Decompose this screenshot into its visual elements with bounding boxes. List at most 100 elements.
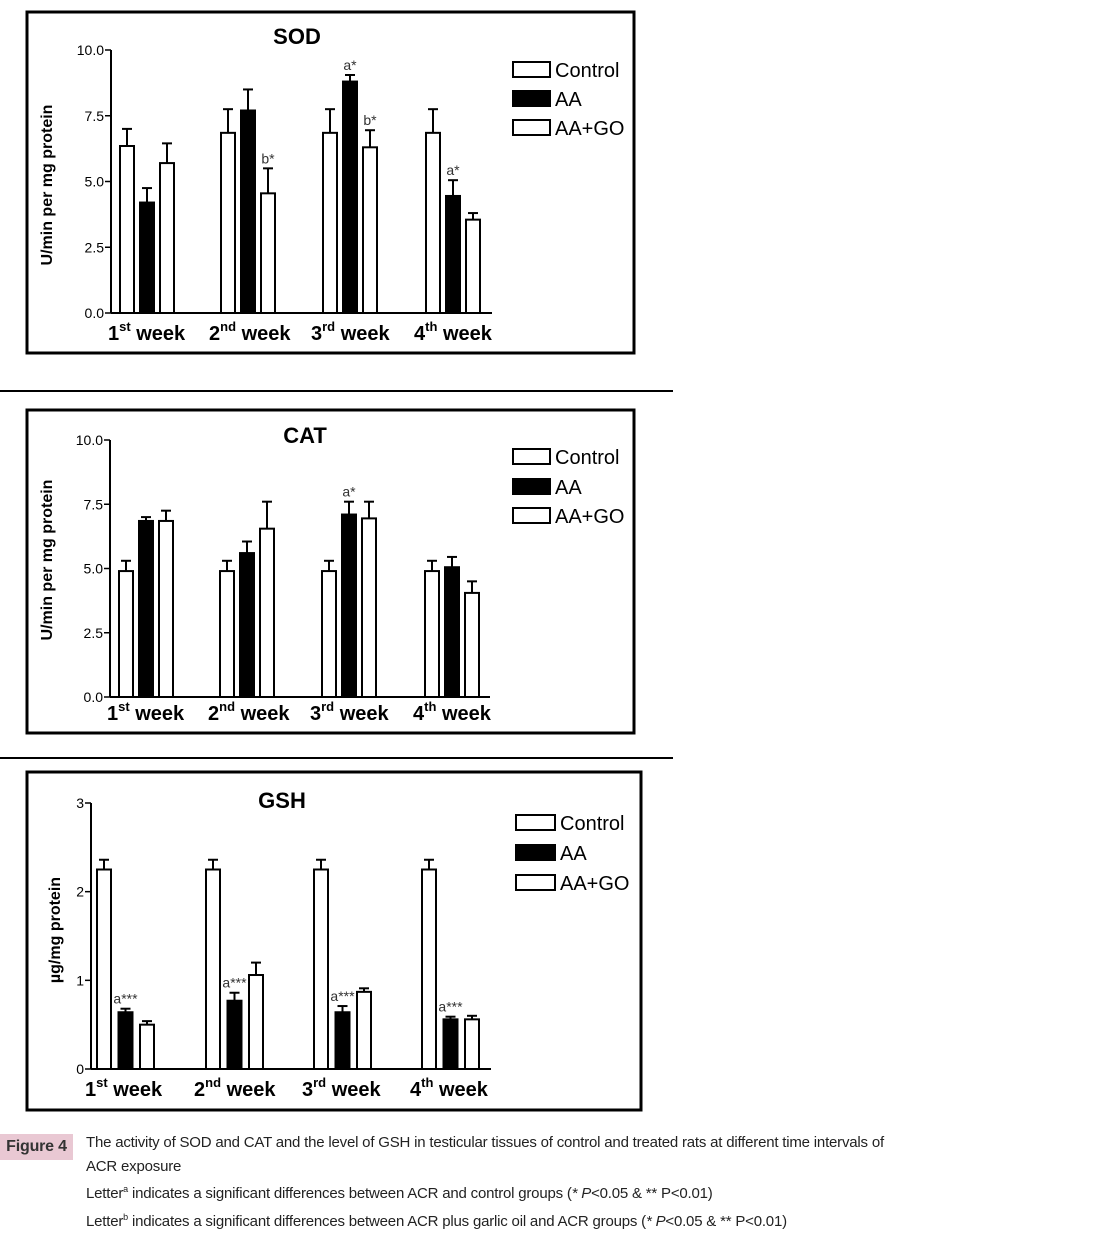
bar-control: [97, 870, 111, 1070]
bar-aa-go: [160, 163, 174, 313]
bar-aa: [336, 1012, 350, 1069]
y-tick-label: 0.0: [84, 689, 104, 705]
significance-label: a*: [342, 484, 356, 500]
legend-label: AA+GO: [560, 873, 629, 895]
legend-swatch: [513, 479, 550, 494]
legend-swatch: [513, 120, 550, 135]
y-tick-label: 5.0: [84, 561, 104, 577]
bar-control: [119, 571, 133, 697]
bar-aa: [119, 1012, 133, 1069]
legend-label: Control: [555, 60, 619, 82]
y-axis-label: U/min per mg protein: [39, 480, 56, 641]
bar-aa: [241, 110, 255, 313]
significance-label: a*: [343, 57, 357, 73]
bar-aa: [228, 1001, 242, 1069]
bar-aa-go: [261, 193, 275, 313]
bar-aa: [342, 515, 356, 697]
chart-panel-sod: SOD U/min per mg protein 0.0 2.5 5.0 7.5 10.0 a…: [27, 12, 634, 353]
x-tick-label: 1st week: [108, 319, 186, 345]
panel-separator: [0, 390, 673, 392]
y-tick-label: 2.5: [85, 239, 105, 255]
x-tick-label: 4th week: [410, 1075, 489, 1101]
bar-aa-go: [466, 220, 480, 313]
legend-label: AA: [555, 89, 582, 111]
legend-label: AA: [555, 477, 582, 499]
panel-separator: [0, 757, 673, 759]
bar-aa-go: [140, 1025, 154, 1069]
x-tick-label: 1st week: [85, 1075, 163, 1101]
legend-swatch: [513, 91, 550, 106]
caption-line-3: Lettera indicates a significant differen…: [86, 1178, 1096, 1206]
bar-control: [221, 133, 235, 313]
bar-aa-go: [260, 529, 274, 697]
bar-control: [425, 571, 439, 697]
x-tick-label: 2nd week: [194, 1075, 276, 1101]
x-tick-label: 3rd week: [310, 699, 389, 725]
bar-control: [422, 870, 436, 1070]
y-tick-label: 10.0: [76, 432, 103, 448]
bar-aa: [444, 1019, 458, 1069]
caption-italic: * P: [646, 1213, 665, 1230]
legend-swatch: [516, 875, 555, 890]
legend-swatch: [513, 449, 550, 464]
legend-swatch: [516, 845, 555, 860]
y-tick-label: 5.0: [85, 174, 105, 190]
significance-label: a***: [222, 975, 247, 991]
significance-label: a***: [113, 991, 138, 1007]
y-axis-label: µg/mg protein: [47, 877, 64, 983]
y-tick-label: 3: [76, 795, 84, 811]
bar-control: [426, 133, 440, 313]
bar-aa: [446, 196, 460, 313]
bar-aa-go: [363, 147, 377, 313]
bar-aa-go: [465, 593, 479, 697]
x-tick-label: 2nd week: [208, 699, 290, 725]
caption-line-2: ACR exposure: [86, 1155, 1096, 1179]
y-tick-label: 1: [76, 972, 84, 988]
y-tick-label: 0.0: [85, 305, 105, 321]
significance-label: a***: [438, 999, 463, 1015]
x-tick-label: 4th week: [414, 319, 493, 345]
caption-line-1: The activity of SOD and CAT and the leve…: [86, 1131, 1096, 1155]
caption-text-part: <0.05 & ** P<0.01): [591, 1185, 713, 1202]
caption-text-part: indicates a significant differences betw…: [128, 1213, 646, 1230]
caption-text-part: Letter: [86, 1185, 123, 1202]
bar-control: [314, 870, 328, 1070]
legend-label: AA: [560, 843, 587, 865]
bar-control: [206, 870, 220, 1070]
significance-label: b*: [363, 112, 377, 128]
legend-label: AA+GO: [555, 506, 624, 528]
y-axis-label: U/min per mg protein: [39, 105, 56, 266]
legend-swatch: [513, 508, 550, 523]
bar-aa: [139, 521, 153, 697]
bar-control: [323, 133, 337, 313]
bar-aa: [140, 203, 154, 313]
significance-label: a*: [446, 162, 460, 178]
y-tick-label: 2.5: [84, 625, 104, 641]
caption-text-part: <0.05 & ** P<0.01): [665, 1213, 787, 1230]
y-tick-label: 7.5: [85, 108, 105, 124]
chart-title: GSH: [258, 788, 306, 813]
legend-swatch: [513, 62, 550, 77]
legend-label: AA+GO: [555, 118, 624, 140]
bar-aa-go: [362, 518, 376, 697]
x-tick-label: 1st week: [107, 699, 185, 725]
significance-label: b*: [261, 150, 275, 166]
x-tick-label: 3rd week: [302, 1075, 381, 1101]
bar-control: [322, 571, 336, 697]
bar-aa: [240, 553, 254, 697]
y-tick-label: 0: [76, 1061, 84, 1077]
chart-title: CAT: [283, 423, 327, 448]
bar-aa: [445, 567, 459, 697]
bar-aa-go: [465, 1019, 479, 1069]
caption-text-part: indicates a significant differences betw…: [128, 1185, 572, 1202]
bar-control: [120, 146, 134, 313]
x-tick-label: 3rd week: [311, 319, 390, 345]
y-tick-label: 10.0: [77, 42, 104, 58]
bar-aa-go: [249, 975, 263, 1069]
chart-title: SOD: [273, 24, 321, 49]
x-tick-label: 2nd week: [209, 319, 291, 345]
caption-text: The activity of SOD and CAT and the leve…: [86, 1131, 1096, 1233]
